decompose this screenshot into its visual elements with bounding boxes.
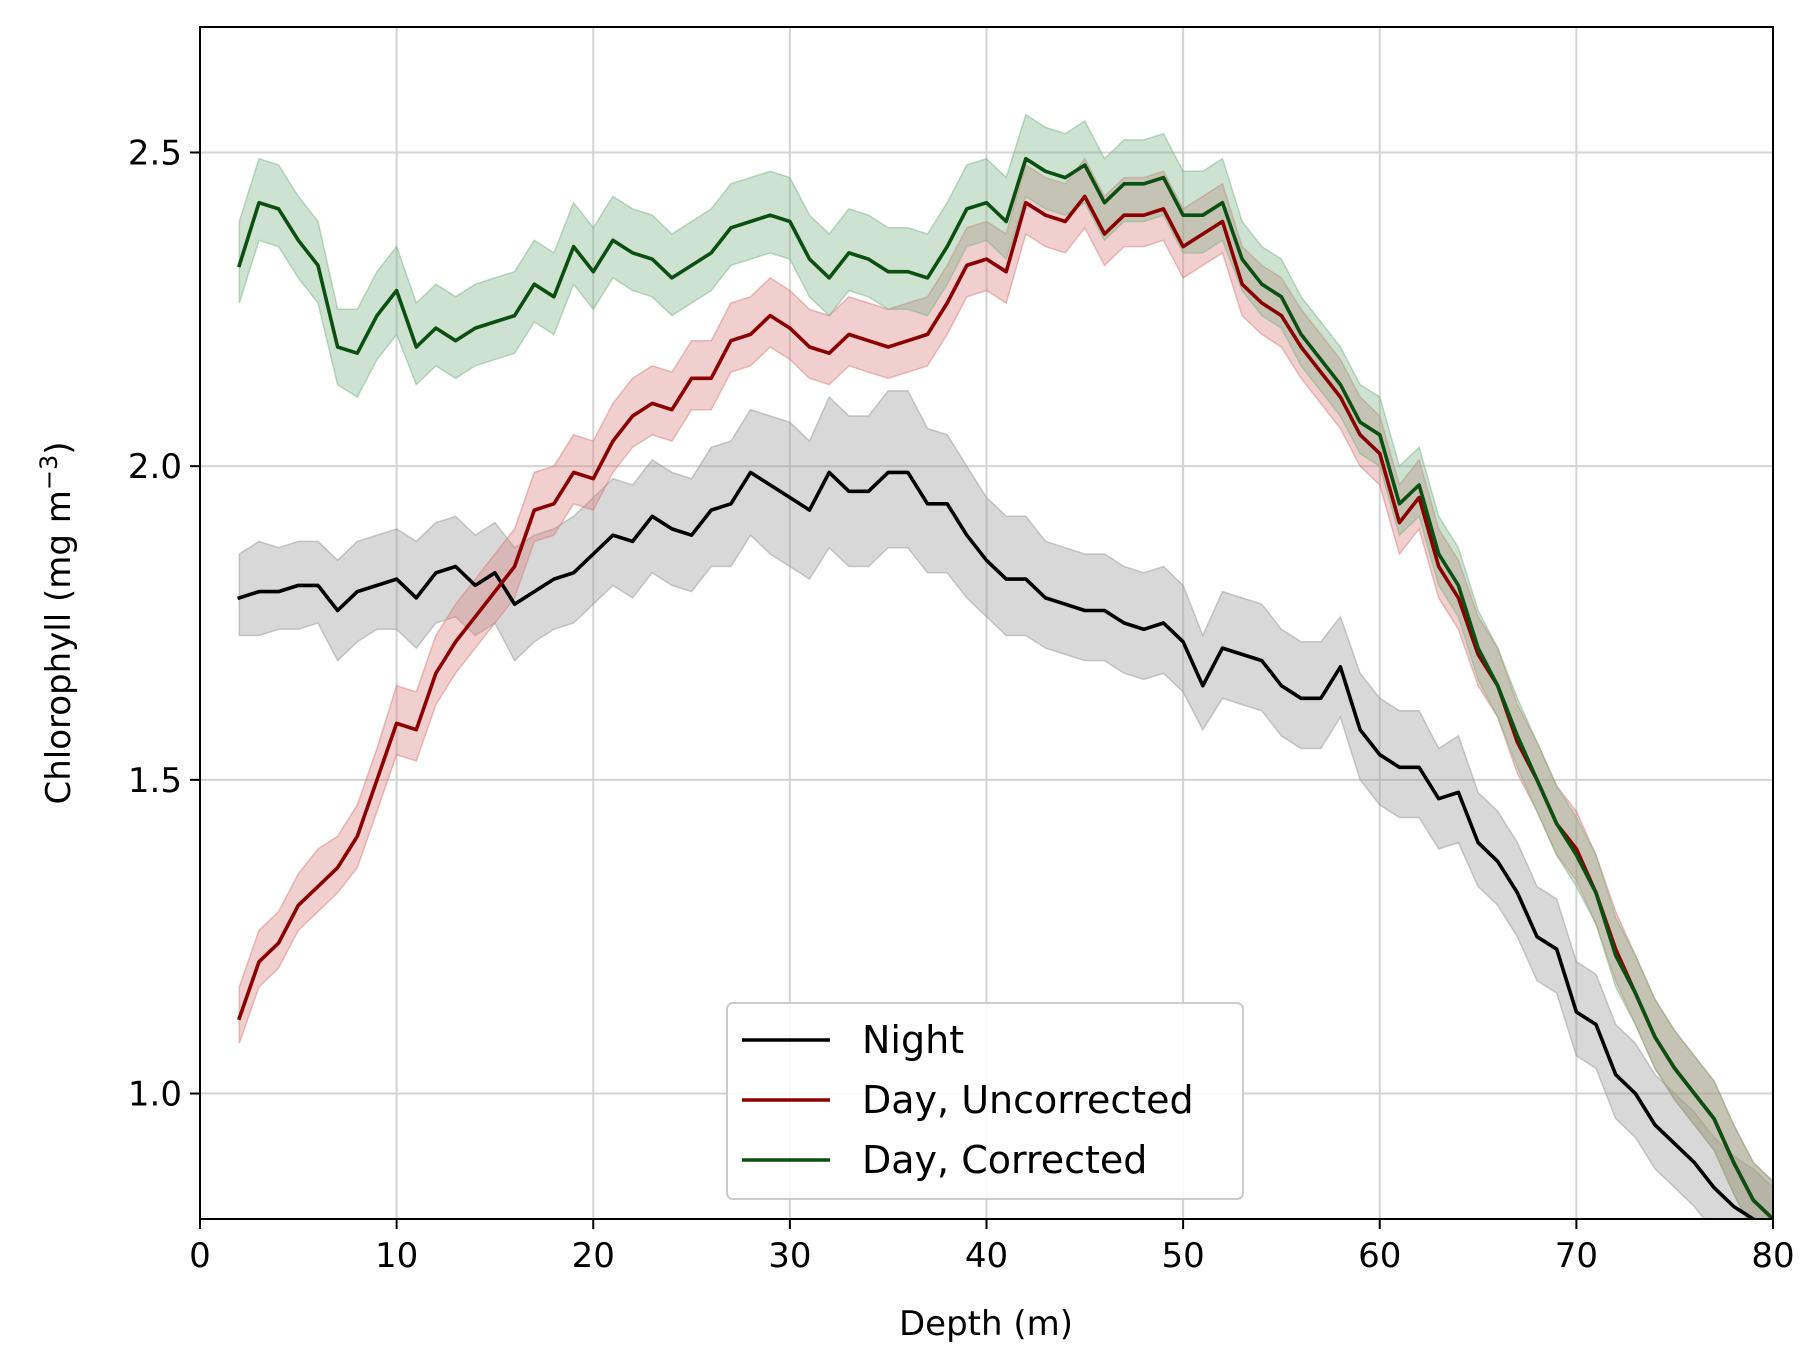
y-tick-label: 2.5 xyxy=(128,133,182,173)
y-axis-title: Chlorophyll (mg m−3) xyxy=(35,441,79,804)
x-tick-label: 50 xyxy=(1161,1236,1204,1276)
y-tick-label: 1.0 xyxy=(128,1075,182,1115)
y-axis-title-close: ) xyxy=(39,441,79,454)
x-tick-label: 70 xyxy=(1555,1236,1598,1276)
day-uncorrected-line xyxy=(237,194,1773,1219)
legend-label-night: Night xyxy=(862,1018,964,1062)
x-tick-label: 30 xyxy=(768,1236,811,1276)
legend-frame xyxy=(726,1002,1244,1200)
series-lines xyxy=(237,156,1773,1219)
x-tick-label: 80 xyxy=(1751,1236,1794,1276)
x-tick-label: 0 xyxy=(189,1236,211,1276)
x-tick-label: 10 xyxy=(375,1236,418,1276)
legend-label-day-corrected: Day, Corrected xyxy=(862,1138,1147,1182)
y-tick-label: 2.0 xyxy=(128,447,182,487)
day-uncorrected-confidence-band xyxy=(238,157,1773,1219)
confidence-bands xyxy=(238,113,1773,1219)
night-confidence-band xyxy=(238,390,1773,1219)
x-tick-label: 60 xyxy=(1358,1236,1401,1276)
x-tick-label: 20 xyxy=(572,1236,615,1276)
night-line xyxy=(237,470,1756,1219)
y-axis-title-main: Chlorophyll (mg m xyxy=(39,490,79,804)
axis-ticks: 0 10 20 30 40 50 60 70 80 1.0 1.5 2.0 2.5 xyxy=(128,133,1795,1276)
x-axis-title: Depth (m) xyxy=(899,1304,1073,1344)
x-tick-label: 40 xyxy=(965,1236,1008,1276)
y-axis-title-superscript: −3 xyxy=(35,455,63,490)
y-tick-label: 1.5 xyxy=(128,761,182,801)
day-corrected-confidence-band xyxy=(238,113,1773,1219)
day-corrected-line xyxy=(237,156,1773,1219)
legend: Night Day, Uncorrected Day, Corrected xyxy=(726,1002,1244,1200)
legend-label-day-uncorrected: Day, Uncorrected xyxy=(862,1078,1194,1122)
